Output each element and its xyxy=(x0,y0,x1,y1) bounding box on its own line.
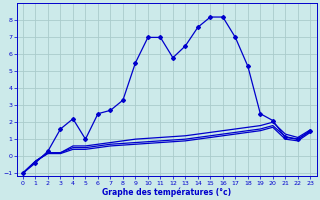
X-axis label: Graphe des températures (°c): Graphe des températures (°c) xyxy=(102,187,231,197)
